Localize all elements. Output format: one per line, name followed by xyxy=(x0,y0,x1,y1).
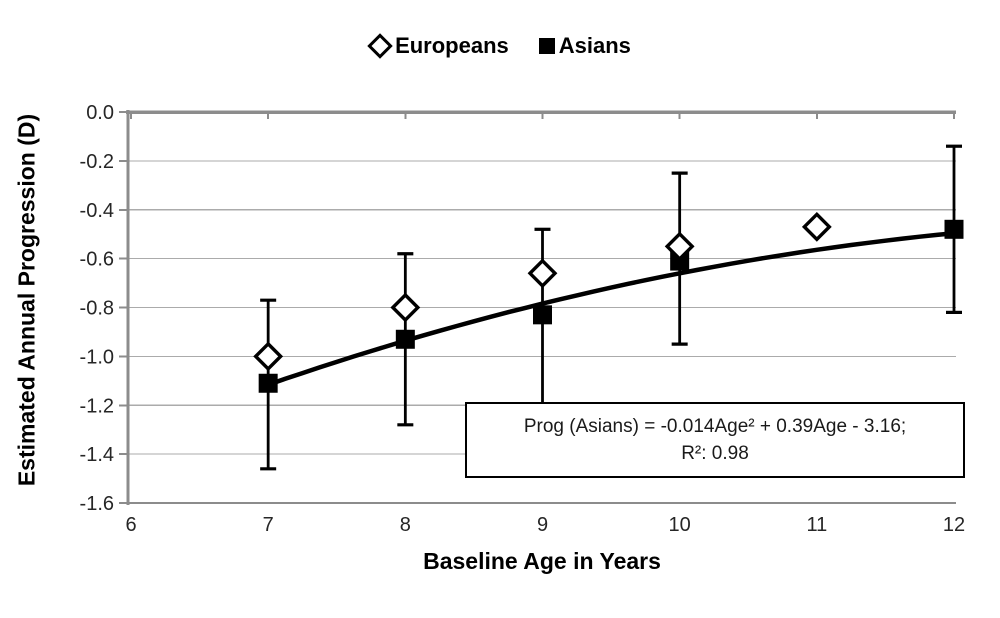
x-tick-label: 11 xyxy=(806,514,827,536)
asians-marker xyxy=(395,329,415,349)
fit-curve xyxy=(265,230,957,387)
asians-marker xyxy=(944,219,964,239)
legend-label-europeans: Europeans xyxy=(395,33,509,58)
equation-box: Prog (Asians) = -0.014Age² + 0.39Age - 3… xyxy=(465,402,965,478)
legend-label-asians: Asians xyxy=(558,33,631,58)
legend-item-asians: Asians xyxy=(538,33,631,59)
y-tick-label: -0.2 xyxy=(80,151,114,173)
y-tick-label: -1.4 xyxy=(80,444,114,466)
y-tick-label: -1.6 xyxy=(80,493,114,515)
y-tick-label: -0.6 xyxy=(80,249,114,271)
europeans-marker xyxy=(253,341,284,372)
y-tick-label: 0.0 xyxy=(86,102,114,124)
chart-legend: Europeans Asians xyxy=(0,33,1000,59)
x-tick-label: 12 xyxy=(943,514,965,536)
x-tick-label: 8 xyxy=(400,514,411,536)
filled-square-icon xyxy=(538,38,555,54)
x-tick-label: 6 xyxy=(125,514,136,536)
x-tick-label: 10 xyxy=(669,514,691,536)
legend-item-europeans: Europeans xyxy=(367,33,509,59)
europeans-marker xyxy=(664,231,695,262)
x-tick-label: 9 xyxy=(537,514,548,536)
asians-marker xyxy=(533,305,552,325)
europeans-marker xyxy=(801,211,832,242)
y-tick-label: -0.4 xyxy=(80,200,114,222)
europeans-marker xyxy=(390,292,421,323)
x-axis-title: Baseline Age in Years xyxy=(423,548,661,574)
equation-line2: R²: 0.98 xyxy=(681,443,749,464)
x-tick-label: 7 xyxy=(263,514,274,536)
y-tick-label: -1.0 xyxy=(80,346,114,368)
y-tick-label: -1.2 xyxy=(80,395,114,417)
equation-line1: Prog (Asians) = -0.014Age² + 0.39Age - 3… xyxy=(523,416,907,437)
y-tick-label: -0.8 xyxy=(80,298,114,320)
europeans-marker xyxy=(527,258,558,289)
asians-marker xyxy=(258,373,278,393)
